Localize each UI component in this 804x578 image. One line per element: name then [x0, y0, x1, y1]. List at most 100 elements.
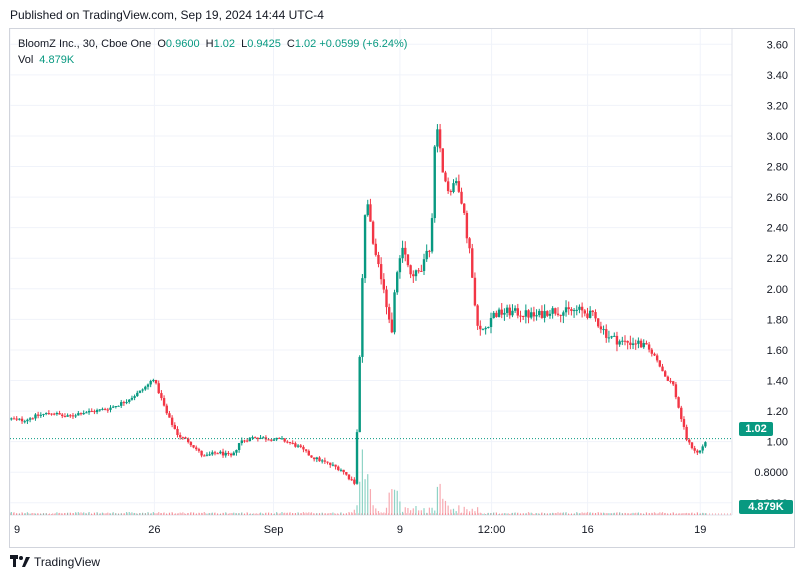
candle-body [385, 289, 388, 308]
volume-bar [576, 512, 578, 515]
volume-bar [150, 513, 152, 515]
candle-body [642, 343, 645, 348]
candle-body [302, 446, 305, 450]
candle-body [680, 407, 683, 420]
volume-bar [131, 512, 133, 515]
candle-body [516, 308, 520, 316]
volume-bar [613, 512, 615, 515]
volume-bar [388, 492, 390, 515]
legend-low-value: 0.9425 [247, 38, 281, 50]
volume-bar [249, 513, 251, 515]
candle-body [538, 310, 541, 316]
chart-canvas[interactable]: 3.60 3.40 3.20 3.00 2.80 2.60 2.40 2.20 2.00 1.80… [10, 29, 796, 549]
candle-body [146, 384, 150, 387]
candle-body [610, 336, 613, 338]
volume-bar [629, 513, 631, 515]
candle-body [401, 247, 404, 259]
candle-body [345, 472, 348, 475]
candle-body [315, 457, 319, 460]
volume-bar [702, 512, 704, 515]
volume-bar [578, 513, 581, 515]
legend-close-value: 1.02 [294, 38, 317, 50]
volume-bar [624, 512, 626, 515]
volume-bar [184, 513, 187, 515]
candle-body [484, 327, 487, 330]
y-tick-label: 3.00 [767, 131, 788, 143]
volume-bar [128, 512, 130, 515]
candle-body [326, 461, 329, 463]
volume-bar [337, 513, 339, 515]
candle-body [15, 418, 18, 420]
chart-frame[interactable]: 3.60 3.40 3.20 3.00 2.80 2.60 2.40 2.20 2.00 1.80… [9, 28, 795, 548]
volume-bar [225, 512, 227, 515]
candle-body [677, 397, 680, 408]
legend-high-label: H [205, 38, 214, 50]
candle-body [61, 414, 64, 417]
candle-body [634, 343, 637, 345]
volume-bar [549, 513, 551, 515]
candle-body [232, 452, 235, 456]
candle-body [594, 312, 597, 319]
candle-body [358, 356, 361, 433]
volume-bar [48, 513, 50, 515]
volume-bar [452, 508, 455, 515]
volume-bar [447, 505, 449, 515]
x-tick-label: 12:00 [478, 524, 506, 536]
candle-body [682, 419, 686, 427]
candle-body [663, 371, 667, 377]
candle-body [18, 418, 21, 420]
volume-bar [602, 512, 605, 515]
candle-body [181, 437, 185, 439]
candle-body [294, 443, 297, 447]
candle-body [283, 438, 286, 442]
volume-bar [686, 512, 688, 515]
candle-body [647, 344, 651, 350]
candle-body [441, 148, 444, 173]
candle-body [93, 411, 96, 413]
candle-body [535, 315, 538, 317]
volume-bar [490, 513, 492, 515]
volume-bar [535, 513, 538, 515]
volume-bar [203, 512, 205, 515]
candle-body [390, 319, 394, 333]
volume-bar [332, 512, 334, 515]
candle-body [165, 405, 168, 414]
volume-bar [284, 512, 286, 515]
volume-bar [101, 512, 104, 515]
candle-body [342, 469, 345, 473]
volume-bar [58, 512, 61, 515]
candle-body [216, 453, 219, 455]
volume-bar [530, 512, 532, 515]
candle-body [248, 437, 252, 442]
candle-body [366, 204, 369, 216]
candle-body [674, 384, 678, 398]
legend-close-label: C [286, 38, 295, 50]
volume-bar [506, 513, 508, 515]
candle-body [130, 397, 134, 400]
volume-bar [391, 489, 393, 515]
volume-bar [359, 481, 361, 515]
candle-body [588, 310, 592, 318]
legend-high-value: 1.02 [213, 38, 236, 50]
candle-body [243, 440, 246, 442]
legend-open-value: 0.9600 [165, 38, 200, 50]
volume-bar [471, 508, 473, 515]
candle-body [251, 437, 254, 439]
candle-body [152, 379, 155, 382]
volume-bar [605, 513, 607, 515]
candle-body [701, 446, 704, 451]
volume-bar [238, 513, 240, 515]
volume-bar [281, 512, 283, 515]
volume-bar [600, 512, 602, 515]
candle-body [10, 418, 13, 420]
x-tick-label: 19 [694, 524, 706, 536]
candle-body [564, 307, 568, 313]
volume-bar [230, 513, 232, 515]
volume-bar [399, 501, 401, 515]
candle-body [197, 449, 201, 451]
volume-bar [407, 508, 409, 515]
footer[interactable]: TradingView [10, 552, 100, 572]
candle-body [109, 407, 112, 410]
volume-bar [675, 513, 677, 515]
y-tick-label: 2.60 [767, 192, 788, 204]
